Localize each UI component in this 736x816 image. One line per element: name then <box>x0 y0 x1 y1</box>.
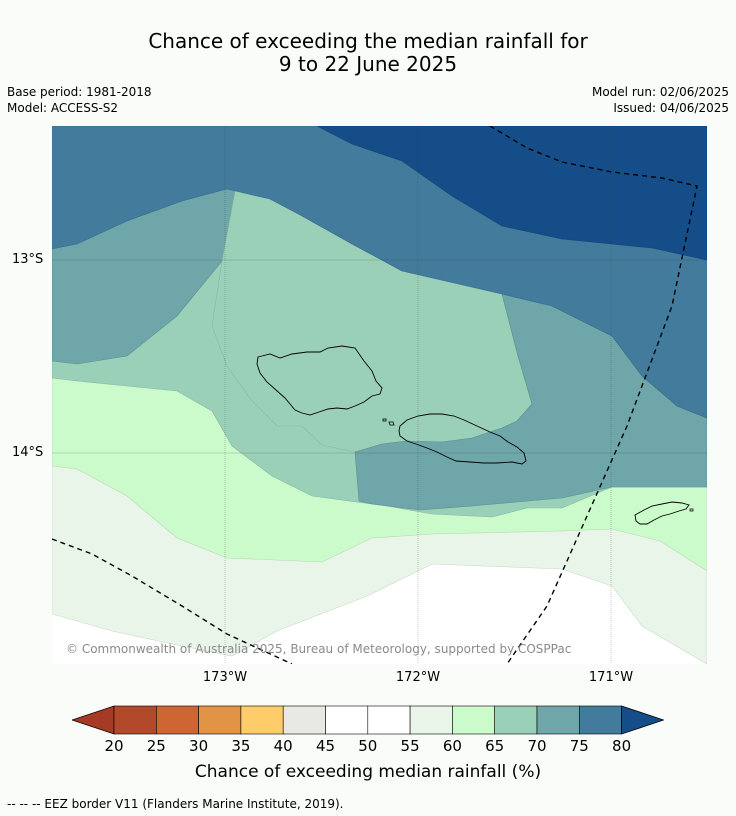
colorbar-cell <box>578 705 622 735</box>
island-manono <box>388 421 395 426</box>
band-above-80 <box>316 126 707 261</box>
colorbar-cell <box>156 705 199 735</box>
colorbar-tick-label: 75 <box>569 737 589 755</box>
graticule <box>52 126 707 664</box>
colorbar-cell <box>113 705 157 735</box>
eez-border-west <box>52 538 293 664</box>
base-period: Base period: 1981-2018 <box>7 85 152 99</box>
colorbar-tick-label: 70 <box>527 737 547 755</box>
eez-border-east <box>489 126 698 664</box>
meta-left: Base period: 1981-2018 Model: ACCESS-S2 <box>7 84 152 116</box>
lat-label-13s: 13°S <box>12 252 44 267</box>
colorbar-title: Chance of exceeding median rainfall (%) <box>194 762 542 782</box>
island-upolu <box>398 413 527 465</box>
colorbar-cell <box>282 705 326 735</box>
colorbar <box>72 705 664 735</box>
colorbar-tick-label: 45 <box>315 737 336 755</box>
colorbar-cell <box>240 705 284 735</box>
model-name: Model: ACCESS-S2 <box>7 101 119 115</box>
eez-borders <box>52 126 698 664</box>
colorbar-extend-high <box>621 705 664 735</box>
colorbar-tick-label: 40 <box>273 737 293 755</box>
colorbar-extend-low <box>72 705 115 735</box>
lon-label-172w: 172°W <box>395 670 441 685</box>
colorbar-tick-label: 30 <box>189 737 209 755</box>
colorbar-cell <box>536 705 580 735</box>
title-line-1: Chance of exceeding the median rainfall … <box>148 29 588 53</box>
title-line-2: 9 to 22 June 2025 <box>278 52 458 76</box>
lon-label-171w: 171°W <box>588 670 634 685</box>
map-title: Chance of exceeding the median rainfall … <box>0 30 736 76</box>
colorbar-tick-label: 60 <box>442 737 462 755</box>
lon-label-173w: 173°W <box>202 670 248 685</box>
eez-footnote: -- -- -- EEZ border V11 (Flanders Marine… <box>7 797 344 811</box>
island-savaii <box>256 345 383 416</box>
meta-right: Model run: 02/06/2025 Issued: 04/06/2025 <box>592 84 729 116</box>
colorbar-tick-label: 80 <box>612 737 632 755</box>
colorbar-cell <box>494 705 538 735</box>
colorbar-tick-label: 25 <box>146 737 166 755</box>
colorbar-cell <box>367 705 411 735</box>
colorbar-tick-label: 20 <box>104 737 124 755</box>
colorbar-tick-label: 50 <box>358 737 378 755</box>
colorbar-tick-label: 65 <box>485 737 505 755</box>
colorbar-cell <box>198 705 242 735</box>
island-apolima <box>382 418 387 422</box>
colorbar-cell <box>325 705 369 735</box>
colorbar-tick-label: 35 <box>231 737 251 755</box>
island-aunuu <box>689 508 694 512</box>
map-area <box>52 126 707 664</box>
copyright-text: © Commonwealth of Australia 2025, Bureau… <box>66 642 572 656</box>
colorbar-cell <box>452 705 495 735</box>
model-run: Model run: 02/06/2025 <box>591 85 729 99</box>
colorbar-tick-label: 55 <box>400 737 420 755</box>
map-canvas <box>52 126 707 664</box>
lat-label-14s: 14°S <box>12 445 44 460</box>
island-tutuila <box>634 501 690 525</box>
issued-date: Issued: 04/06/2025 <box>613 101 729 115</box>
colorbar-cell <box>409 705 453 735</box>
